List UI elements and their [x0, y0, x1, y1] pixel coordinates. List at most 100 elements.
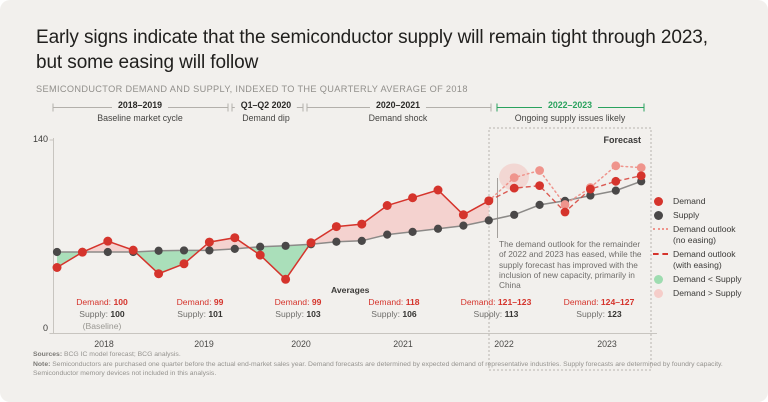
supply-point	[535, 200, 544, 209]
period-range-2: Q1–Q2 2020	[234, 100, 298, 110]
sources-label: Sources:	[33, 351, 63, 358]
demand-point	[230, 233, 240, 243]
outlook-with-easing-point	[560, 207, 570, 217]
averages-2022: Demand: 121–123 Supply: 113	[460, 297, 532, 319]
x-axis-year-2021: 2021	[393, 339, 413, 349]
fill-demand-gt-supply	[309, 190, 489, 245]
avg-baseline-note: (Baseline)	[82, 321, 122, 331]
demand-point	[458, 210, 468, 220]
supply-point	[230, 244, 239, 253]
green-dot-icon	[654, 275, 663, 284]
note-label: Note:	[33, 361, 51, 368]
period-range-1: 2018–2019	[111, 100, 169, 110]
legend-label: Demand > Supply	[673, 288, 742, 298]
period-desc-1: Baseline market cycle	[97, 113, 183, 123]
page-title-line2: but some easing will follow	[36, 52, 259, 73]
dashed-line-icon	[653, 253, 668, 255]
demand-point	[331, 222, 341, 232]
supply-point	[433, 224, 443, 233]
supply-point	[408, 227, 417, 236]
legend-label: Demand outlook (no easing)	[673, 224, 736, 245]
avg-supply-label: Supply:	[79, 309, 108, 319]
demand-point	[77, 247, 87, 257]
supply-point	[611, 186, 620, 195]
period-desc-2: Demand dip	[242, 113, 290, 123]
x-axis-year-2018: 2018	[94, 339, 114, 349]
demand-point	[154, 269, 164, 279]
legend: Demand Supply Demand outlook (no easing) …	[653, 196, 765, 302]
supply-point	[205, 246, 214, 255]
legend-item-outlook-with-easing: Demand outlook (with easing)	[653, 249, 765, 271]
supply-point	[459, 221, 468, 230]
demand-point	[281, 274, 291, 284]
outlook-no-easing-point	[535, 166, 544, 175]
demand-point	[255, 250, 265, 260]
page-title: Early signs indicate that the semiconduc…	[36, 25, 748, 75]
page-title-line1: Early signs indicate that the semiconduc…	[36, 27, 708, 48]
x-axis-year-2022: 2022	[494, 339, 514, 349]
supply-point	[281, 241, 290, 250]
averages-2018: Demand: 100 Supply: 100 (Baseline)	[76, 296, 128, 332]
fill-demand-lt-supply	[249, 244, 310, 280]
supply-point	[256, 242, 265, 251]
outlook-with-easing-point	[535, 181, 544, 191]
fill-demand-lt-supply	[135, 250, 200, 274]
averages-heading: Averages	[331, 285, 370, 295]
legend-item-outlook-no-easing: Demand outlook (no easing)	[653, 224, 765, 246]
legend-item-demand-gt-supply: Demand > Supply	[653, 288, 765, 299]
footer-note: Note: Semiconductors are purchased one q…	[33, 361, 723, 378]
supply-point	[154, 246, 163, 255]
outlook-no-easing-point	[560, 200, 570, 209]
x-axis-year-2019: 2019	[194, 339, 214, 349]
supply-point	[383, 230, 392, 239]
demand-point	[433, 185, 443, 195]
x-axis-year-2023: 2023	[597, 339, 617, 349]
legend-label: Supply	[673, 210, 700, 220]
outlook-no-easing-point	[611, 161, 621, 171]
legend-item-demand-lt-supply: Demand < Supply	[653, 274, 765, 285]
demand-point	[306, 238, 316, 248]
demand-point	[103, 236, 113, 246]
supply-point	[179, 246, 189, 255]
period-desc-4: Ongoing supply issues likely	[514, 113, 626, 123]
legend-label: Demand outlook (with easing)	[673, 249, 736, 270]
outlook-with-easing-point	[586, 184, 595, 194]
dotted-line-icon	[653, 228, 668, 230]
chart-subtitle: SEMICONDUCTOR DEMAND AND SUPPLY, INDEXED…	[36, 84, 468, 94]
demand-point	[382, 201, 392, 210]
demand-dot-icon	[654, 197, 663, 206]
averages-2020: Demand: 99 Supply: 103	[274, 297, 322, 319]
averages-2019: Demand: 99 Supply: 101	[176, 297, 224, 319]
supply-point	[586, 191, 595, 200]
demand-point	[357, 219, 367, 229]
legend-label: Demand	[673, 196, 706, 206]
supply-point	[484, 216, 493, 225]
supply-dot-icon	[654, 211, 663, 220]
period-range-4: 2022–2023	[541, 100, 599, 110]
footer-sources: Sources: BCG IC model forecast; BCG anal…	[33, 351, 181, 358]
legend-label: Demand < Supply	[673, 274, 742, 284]
period-range-3: 2020–2021	[369, 100, 427, 110]
forecast-box	[488, 127, 652, 371]
forecast-annotation: The demand outlook for the remainder of …	[499, 239, 642, 291]
supply-point	[332, 237, 341, 246]
forecast-label: Forecast	[603, 135, 641, 145]
averages-2023: Demand: 124–127 Supply: 123	[563, 297, 635, 319]
averages-2021: Demand: 118 Supply: 106	[368, 297, 420, 319]
outlook-no-easing-point	[509, 173, 519, 183]
supply-point	[103, 247, 112, 257]
fill-demand-gt-supply	[82, 241, 136, 252]
period-desc-3: Demand shock	[368, 113, 428, 123]
supply-point	[357, 236, 366, 245]
supply-point	[52, 247, 62, 257]
x-axis-year-2020: 2020	[291, 339, 311, 349]
demand-point	[179, 259, 189, 269]
supply-line	[57, 180, 642, 253]
demand-point	[408, 193, 418, 203]
avg-demand-label: Demand:	[76, 297, 112, 307]
demand-point	[484, 196, 494, 206]
demand-point	[204, 237, 214, 247]
supply-point	[510, 210, 519, 219]
legend-item-supply: Supply	[653, 210, 765, 221]
